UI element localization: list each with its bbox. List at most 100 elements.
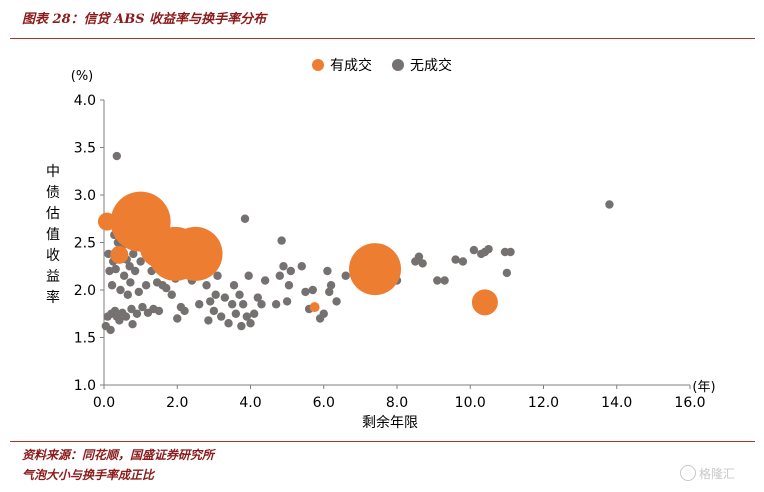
point-untraded (123, 290, 133, 299)
point-untraded (282, 297, 292, 306)
bubble-traded (168, 226, 223, 281)
watermark-logo-icon (680, 465, 696, 481)
y-tick-label: 4.0 (74, 93, 96, 109)
bubble-traded (471, 289, 498, 316)
point-untraded (129, 249, 138, 259)
legend-label: 无成交 (410, 57, 452, 74)
point-untraded (326, 281, 336, 290)
point-untraded (433, 276, 442, 285)
y-axis-label-char: 中 (46, 164, 60, 180)
point-untraded (138, 302, 147, 312)
y-tick-label: 2.0 (74, 283, 96, 299)
y-axis-label-char: 值 (46, 227, 60, 243)
point-untraded (180, 306, 189, 316)
y-axis-label-char: 益 (46, 269, 60, 285)
point-untraded (119, 271, 129, 280)
y-tick-label: 3.0 (74, 188, 96, 204)
y-axis-label-char: 债 (46, 185, 60, 201)
y-axis-label-char: 率 (46, 289, 60, 306)
point-untraded (605, 200, 614, 209)
point-untraded (213, 271, 222, 280)
point-untraded (244, 271, 253, 280)
point-untraded (297, 262, 306, 271)
point-untraded (112, 151, 122, 161)
point-untraded (220, 293, 230, 302)
title-divider (10, 38, 755, 39)
y-tick-labels: 1.0 1.5 2.0 2.5 3.0 3.5 4.0 (74, 93, 104, 394)
y-tick-label: 1.0 (74, 378, 96, 394)
x-tick-label: 16.0 (674, 395, 705, 411)
point-untraded (414, 252, 424, 261)
point-untraded (277, 236, 286, 245)
y-tick-label: 3.5 (74, 141, 96, 157)
point-untraded (107, 281, 117, 290)
series-traded (97, 191, 498, 316)
point-untraded (235, 290, 244, 299)
point-untraded (195, 300, 204, 309)
watermark-text: 格隆汇 (699, 467, 736, 481)
point-untraded (132, 309, 142, 318)
point-untraded (116, 285, 125, 295)
y-unit-group: (%) (71, 69, 94, 84)
point-untraded (211, 290, 220, 299)
y-axis-unit: (%) (71, 69, 94, 84)
point-untraded (284, 281, 294, 290)
legend-label: 有成交 (330, 57, 372, 74)
point-untraded (111, 264, 120, 274)
point-untraded (484, 244, 493, 254)
point-untraded (257, 300, 266, 309)
point-untraded (253, 293, 263, 302)
y-axis-label-char: 收 (46, 248, 60, 264)
point-untraded (418, 259, 427, 268)
point-untraded (130, 266, 140, 276)
point-untraded (173, 314, 182, 323)
point-untraded (246, 319, 255, 328)
point-untraded (217, 312, 226, 321)
point-untraded (506, 247, 515, 257)
point-untraded (229, 281, 239, 290)
legend-marker (312, 59, 324, 71)
x-tick-label: 12.0 (528, 395, 559, 411)
point-untraded (134, 287, 143, 297)
y-tick-label: 1.5 (74, 331, 96, 347)
point-untraded (341, 271, 350, 280)
point-untraded (128, 320, 137, 329)
x-tick-label: 6.0 (313, 395, 335, 411)
point-untraded (162, 283, 171, 293)
point-untraded (204, 316, 213, 325)
x-tick-label: 10.0 (455, 395, 486, 411)
chart-legend: 有成交 无成交 (312, 57, 452, 74)
point-untraded (206, 297, 215, 306)
point-untraded (458, 257, 468, 266)
point-untraded (469, 245, 479, 255)
point-untraded (106, 325, 115, 335)
point-untraded (115, 316, 124, 325)
x-axis-unit: (年) (692, 380, 715, 395)
bubble-size-note: 气泡大小与换手率成正比 (22, 468, 155, 482)
point-untraded (126, 278, 135, 287)
point-untraded (301, 287, 310, 297)
point-untraded (319, 309, 328, 318)
point-untraded (249, 309, 259, 318)
point-untraded (141, 281, 151, 290)
point-untraded (121, 312, 131, 321)
point-untraded (127, 304, 136, 314)
point-untraded (240, 214, 250, 223)
watermark: 格隆汇 (680, 465, 735, 482)
x-tick-labels: 0.0 2.0 4.0 6.0 8.0 10.0 12.0 14.0 16.0 (93, 385, 706, 411)
point-untraded (167, 290, 176, 299)
source-note: 资料来源：同花顺，国盛证券研究所 (22, 448, 215, 462)
y-tick-label: 2.5 (74, 236, 96, 252)
bubble-traded (309, 302, 320, 313)
x-tick-label: 4.0 (239, 395, 261, 411)
figure-title: 图表 28：信贷 ABS 收益率与换手率分布 (22, 12, 267, 27)
point-untraded (308, 285, 317, 295)
point-untraded (237, 321, 246, 331)
x-tick-label: 8.0 (386, 395, 408, 411)
point-untraded (275, 271, 284, 280)
point-untraded (238, 300, 248, 309)
point-untraded (451, 255, 460, 264)
point-untraded (125, 262, 134, 271)
